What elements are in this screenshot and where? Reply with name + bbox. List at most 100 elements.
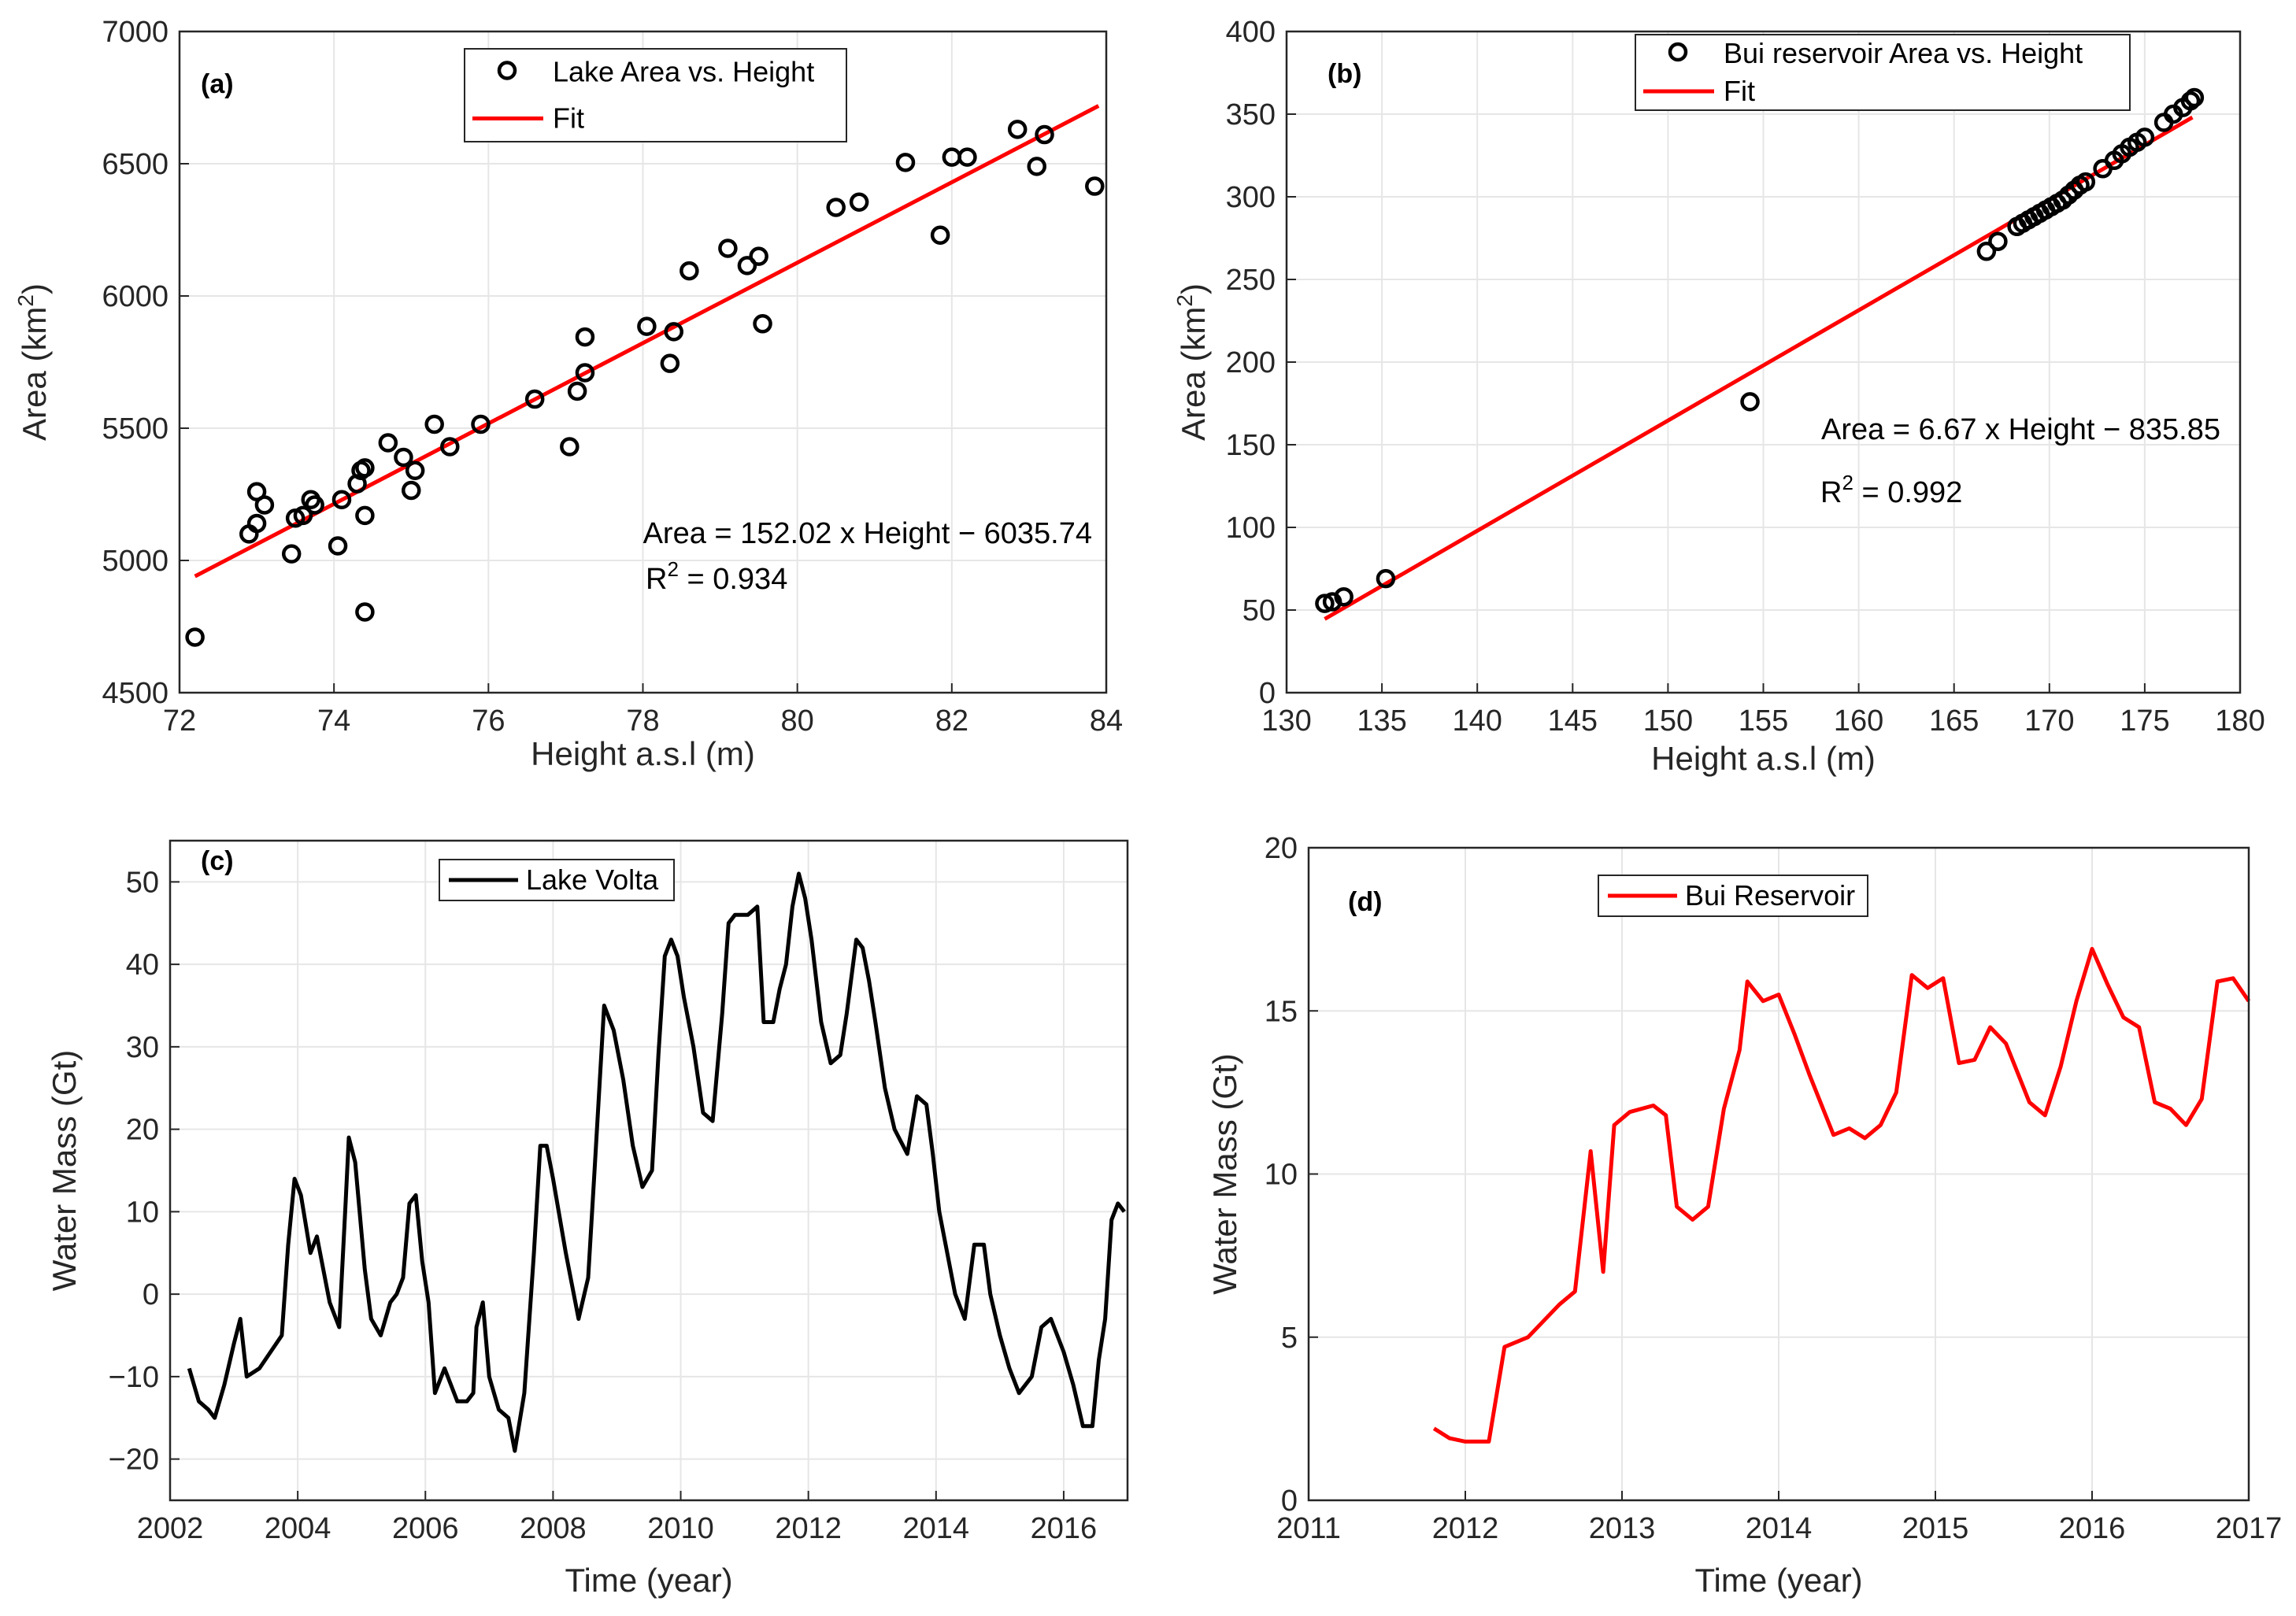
x-tick-label: 160 (1834, 704, 1883, 738)
legend-box (1635, 34, 2131, 111)
data-point (680, 261, 699, 281)
x-tick-label: 180 (2215, 704, 2265, 738)
y-tick-label: 300 (1226, 181, 1276, 214)
x-tick-label: 150 (1643, 704, 1693, 738)
x-axis-label: Height a.s.l (m) (531, 735, 755, 772)
y-tick-label: 10 (1265, 1159, 1298, 1192)
x-tick-label: 165 (1929, 704, 1979, 738)
legend-marker-circle (1668, 42, 1688, 62)
x-tick-label: 2016 (1031, 1512, 1098, 1545)
panel-b: 130 135 140 145 150 155 160 165 170 175 180 0 50 100 1… (1172, 16, 2265, 777)
data-point (185, 627, 205, 647)
y-tick-label: 30 (126, 1031, 159, 1064)
data-point (524, 389, 545, 409)
y-tick-label: 5000 (102, 545, 168, 578)
y-tick-label: 100 (1226, 512, 1276, 545)
x-tick-label: 2010 (647, 1512, 714, 1545)
panel-label: (b) (1328, 59, 1361, 89)
data-point (378, 433, 398, 453)
axes-frame (1307, 846, 2250, 1502)
axes-frame (168, 839, 1129, 1502)
x-tick-label: 2014 (1746, 1512, 1813, 1545)
x-tick-label: 2013 (1589, 1512, 1656, 1545)
x-tick-label: 2014 (903, 1512, 970, 1545)
y-tick-label: 40 (126, 949, 159, 982)
data-point (895, 153, 916, 172)
data-point (749, 246, 768, 266)
data-point (402, 480, 421, 501)
x-tick-label: 2016 (2059, 1512, 2126, 1545)
data-point (560, 437, 580, 457)
panel-label: (c) (201, 846, 234, 876)
y-tick-label: 200 (1226, 346, 1276, 379)
series-line (1432, 947, 2251, 1444)
y-tick-label: 150 (1226, 429, 1276, 462)
y-tick-label: 400 (1226, 16, 1276, 49)
y-tick-label: 6500 (102, 148, 168, 181)
y-tick-label: 350 (1226, 98, 1276, 131)
y-tick-label: 6000 (102, 280, 168, 313)
data-point (281, 544, 302, 564)
data-point (1334, 586, 1354, 607)
legend: Bui Reservoir (1598, 875, 1868, 917)
y-tick-label: −10 (109, 1361, 159, 1394)
x-tick-label: 84 (1090, 704, 1123, 738)
data-point (567, 381, 587, 401)
x-tick-label: 175 (2120, 704, 2169, 738)
axes-frame (1285, 30, 2242, 694)
data-point (930, 225, 950, 245)
data-point (1085, 176, 1105, 196)
y-axis-label: Area (km2) (1172, 283, 1212, 441)
data-point (1976, 242, 1997, 261)
panel-c: 2002 2004 2006 2008 2010 2012 2014 2016 −20 −10 0 1… (46, 839, 1129, 1599)
data-point (424, 414, 444, 435)
y-tick-label: 50 (126, 866, 159, 899)
x-tick-label: 2004 (265, 1512, 331, 1545)
y-tick-label: 0 (143, 1278, 159, 1311)
x-tick-label: 2012 (1432, 1512, 1499, 1545)
y-axis-label: Water Mass (Gt) (46, 1050, 83, 1291)
y-tick-label: 0 (1259, 677, 1276, 710)
panel-a: 72 74 76 78 80 82 84 4500 5000 5500 6000 6500 7000 (a… (13, 16, 1123, 772)
data-point (394, 447, 413, 468)
data-point (328, 536, 348, 556)
data-point (293, 505, 313, 526)
data-point (826, 198, 846, 217)
data-point (1027, 157, 1046, 176)
data-point (1315, 594, 1335, 613)
x-tick-label: 82 (935, 704, 968, 738)
y-tick-label: 10 (126, 1196, 159, 1229)
legend-entry-data: Bui reservoir Area vs. Height (1724, 37, 2083, 69)
legend: Bui reservoir Area vs. Height Fit (1635, 34, 2131, 111)
y-tick-label: −20 (109, 1444, 159, 1477)
data-point (440, 437, 460, 457)
data-point (405, 460, 425, 481)
data-point (1376, 568, 1396, 589)
x-axis-label: Time (year) (565, 1562, 732, 1599)
x-tick-label: 145 (1548, 704, 1598, 738)
y-tick-label: 7000 (102, 16, 168, 49)
legend-entry: Lake Volta (526, 863, 659, 896)
data-point (637, 316, 657, 336)
x-tick-label: 2012 (775, 1512, 842, 1545)
panel-d: 2011 2012 2013 2014 2015 2016 2017 0 5 10 15 20 (d) B… (1206, 832, 2282, 1599)
data-point (2180, 91, 2201, 111)
legend-entry-fit: Fit (1724, 75, 1755, 107)
y-tick-label: 5 (1281, 1322, 1298, 1355)
y-tick-label: 5500 (102, 412, 168, 446)
data-point (737, 256, 757, 275)
y-tick-label: 4500 (102, 677, 168, 710)
x-tick-label: 76 (472, 704, 505, 738)
data-point (355, 505, 375, 526)
data-point (1740, 392, 1760, 412)
legend-entry: Bui Reservoir (1685, 879, 1855, 912)
data-point (254, 495, 275, 515)
data-point (471, 414, 491, 435)
x-tick-label: 130 (1261, 704, 1311, 738)
fit-equation: Area = 152.02 x Height − 6035.74 (643, 517, 1092, 550)
axes-frame (178, 30, 1108, 694)
x-tick-label: 72 (163, 704, 196, 738)
legend: Lake Volta (439, 859, 675, 901)
